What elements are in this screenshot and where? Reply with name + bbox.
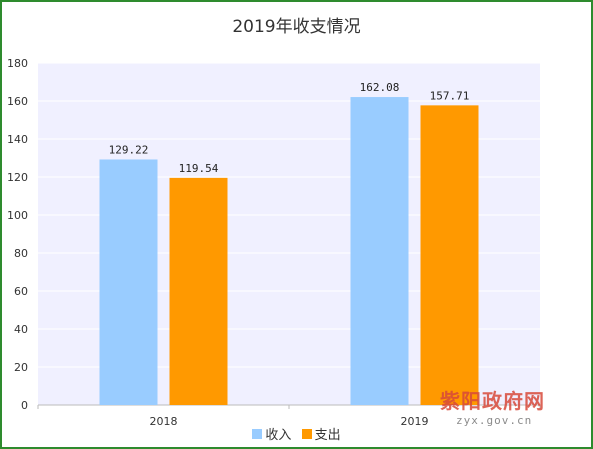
watermark-name: 紫阳政府网 bbox=[440, 389, 545, 413]
y-tick-label: 20 bbox=[14, 361, 28, 374]
x-tick-label: 2019 bbox=[401, 415, 429, 428]
y-tick-label: 120 bbox=[7, 171, 28, 184]
chart-title: 2019年收支情况 bbox=[232, 17, 361, 37]
data-label: 129.22 bbox=[109, 143, 149, 156]
data-label: 162.08 bbox=[360, 81, 400, 94]
y-tick-label: 180 bbox=[7, 57, 28, 70]
y-tick-label: 160 bbox=[7, 95, 28, 108]
x-tick-label: 2018 bbox=[150, 415, 178, 428]
bar bbox=[169, 177, 228, 405]
bar bbox=[420, 105, 479, 405]
y-tick-label: 80 bbox=[14, 247, 28, 260]
y-tick-label: 140 bbox=[7, 133, 28, 146]
legend-label-income: 收入 bbox=[265, 428, 292, 443]
y-tick-label: 100 bbox=[7, 209, 28, 222]
legend: 收入 支出 bbox=[0, 424, 593, 443]
legend-item-income: 收入 bbox=[252, 424, 291, 443]
bar bbox=[99, 159, 158, 405]
legend-swatch-income bbox=[252, 428, 263, 439]
y-tick-label: 60 bbox=[14, 285, 28, 298]
y-tick-label: 40 bbox=[14, 323, 28, 336]
bar bbox=[350, 97, 409, 405]
legend-swatch-expense bbox=[301, 428, 312, 439]
watermark: 紫阳政府网 zyx.gov.cn bbox=[440, 385, 570, 427]
watermark-url: zyx.gov.cn bbox=[456, 414, 533, 427]
y-tick-label: 0 bbox=[21, 399, 28, 412]
legend-item-expense: 支出 bbox=[301, 424, 341, 443]
data-label: 157.71 bbox=[430, 89, 470, 102]
legend-label-expense: 支出 bbox=[314, 428, 341, 443]
data-label: 119.54 bbox=[179, 162, 219, 175]
